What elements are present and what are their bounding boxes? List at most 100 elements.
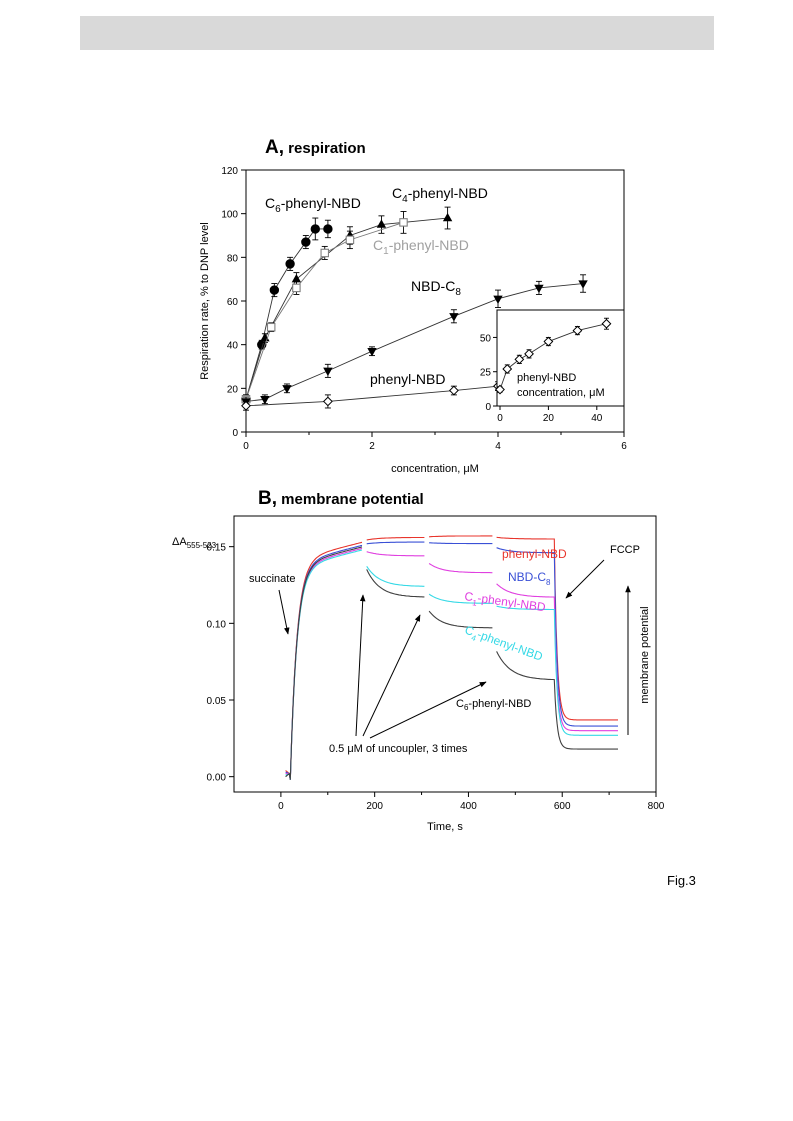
arrow-succinate [278, 589, 290, 635]
trace-C1-phenyl-NBD-seg4 [496, 583, 618, 732]
figure-label: Fig.3 [667, 873, 696, 888]
inset-data-point [495, 384, 505, 395]
data-point-phenyl-NBD [448, 385, 459, 396]
data-point-NBD-C8 [323, 367, 333, 377]
annotation-succinate: succinate [249, 573, 295, 585]
panel-b-letter: B, [258, 488, 277, 509]
data-point-C4-phenyl-NBD [291, 273, 302, 283]
trace-C6-phenyl-NBD-seg2 [366, 569, 425, 598]
trace-label-phenyl-nbd: phenyl-NBD [502, 547, 567, 561]
y-tick-label: 0.00 [207, 773, 227, 784]
y-tick-label: 80 [227, 253, 239, 264]
series-label-phenyl: phenyl-NBD [370, 371, 445, 387]
panel-b-title-text: membrane potential [281, 491, 424, 508]
header-bar [80, 16, 714, 50]
x-tick-label: 200 [366, 801, 383, 812]
trace-label-c4: C4-phenyl-NBD [462, 623, 545, 667]
panel-a-letter: A, [265, 137, 284, 158]
x-tick-label: 4 [495, 441, 501, 452]
panel-a-title-text: respiration [288, 140, 366, 157]
y-tick-label: 60 [227, 297, 239, 308]
data-point-NBD-C8 [260, 396, 270, 405]
data-point-C1-phenyl-NBD [399, 218, 408, 227]
data-point-NBD-C8 [449, 313, 459, 322]
inset-y-tick-label: 0 [485, 402, 491, 413]
trace-C6-phenyl-NBD-seg1 [285, 546, 363, 780]
series-line-C1-phenyl-NBD [245, 221, 404, 400]
series-line-phenyl-NBD [245, 385, 499, 407]
trace-NBD-C8-seg2 [366, 541, 425, 545]
x-tick-label: 400 [460, 801, 477, 812]
annotation-membrane-potential: membrane potential [639, 606, 651, 703]
trace-phenyl-NBD-seg2 [366, 536, 425, 541]
data-point-C6-phenyl-NBD [301, 237, 311, 247]
x-tick-label: 0 [243, 441, 249, 452]
y-tick-label: 100 [221, 210, 238, 221]
x-axis-label: concentration, μM [391, 463, 479, 475]
y-tick-label: 0 [232, 428, 238, 439]
x-tick-label: 0 [278, 801, 284, 812]
inset-y-tick-label: 25 [480, 368, 492, 379]
trace-NBD-C8-seg4 [496, 547, 618, 727]
data-point-NBD-C8 [282, 385, 292, 394]
inset-x-tick-label: 40 [591, 413, 603, 424]
arrow-uncoupler-1 [355, 594, 366, 737]
data-point-phenyl-NBD [241, 400, 251, 411]
trace-C4-phenyl-NBD-seg2 [366, 565, 425, 587]
data-point-C4-phenyl-NBD [376, 219, 387, 228]
panel-b-title: B, membrane potential [258, 488, 424, 510]
y-tick-label: 0.05 [207, 696, 227, 707]
data-point-C1-phenyl-NBD [266, 322, 276, 332]
x-tick-label: 6 [621, 441, 627, 452]
inset-data-point [572, 325, 583, 336]
x-tick-label: 600 [554, 801, 571, 812]
inset-data-point [524, 348, 534, 359]
data-point-NBD-C8 [534, 284, 544, 294]
trace-label-c1: C1-phenyl-NBD [463, 589, 547, 617]
trace-C1-phenyl-NBD-seg3 [428, 563, 493, 574]
data-point-C6-phenyl-NBD [269, 285, 280, 295]
x-tick-label: 800 [648, 801, 665, 812]
x-axis-label: Time, s [427, 821, 463, 833]
trace-C4-phenyl-NBD-seg3 [428, 593, 493, 604]
trace-C4-phenyl-NBD-seg4 [496, 605, 618, 736]
inset-y-tick-label: 50 [480, 333, 492, 344]
y-tick-label: 0.15 [207, 543, 227, 554]
series-line-C4-phenyl-NBD [245, 217, 448, 400]
inset-data-point [514, 354, 525, 365]
y-tick-label: 20 [227, 384, 239, 395]
panel-a-title: A, respiration [265, 137, 366, 159]
data-point-C1-phenyl-NBD [320, 248, 329, 258]
annotation-fccp: FCCP [610, 544, 640, 556]
trace-label-nbd-c8: NBD-C8 [508, 570, 551, 587]
annotation-uncoupler: 0.5 μM of uncoupler, 3 times [329, 743, 468, 755]
series-label-c4: C4-phenyl-NBD [392, 185, 488, 205]
data-point-C4-phenyl-NBD [442, 212, 453, 222]
data-point-NBD-C8 [367, 348, 377, 357]
y-tick-label: 0.10 [207, 619, 227, 630]
series-label-c6: C6-phenyl-NBD [265, 195, 361, 215]
membrane-potential-chart: 0 200 400 600 800 0.00 0.05 0.10 0.15 Time, s ΔA55… [172, 515, 665, 833]
data-point-C6-phenyl-NBD [310, 224, 320, 234]
inset-label-line2: concentration, μM [517, 387, 605, 399]
data-point-C6-phenyl-NBD [323, 224, 333, 234]
inset-label-line1: phenyl-NBD [517, 372, 576, 384]
trace-C1-phenyl-NBD-seg2 [366, 551, 425, 557]
series-label-nbd-c8: NBD-C8 [411, 278, 461, 298]
data-point-C1-phenyl-NBD [345, 235, 355, 245]
y-axis-label: Respiration rate, % to DNP level [199, 222, 211, 380]
y-axis-label: ΔA555-523 [172, 536, 217, 550]
trace-C6-phenyl-NBD-seg4 [496, 651, 618, 750]
trace-phenyl-NBD-seg4 [496, 536, 618, 721]
trace-label-c6: C6-phenyl-NBD [456, 698, 531, 712]
data-point-C1-phenyl-NBD [292, 283, 301, 293]
x-tick-label: 2 [369, 441, 375, 452]
trace-phenyl-NBD-seg3 [429, 535, 493, 538]
inset-x-tick-label: 20 [543, 413, 555, 424]
trace-NBD-C8-seg3 [429, 542, 493, 545]
inset-x-tick-label: 0 [497, 413, 503, 424]
data-point-NBD-C8 [578, 280, 588, 289]
data-point-phenyl-NBD [322, 396, 333, 407]
y-tick-label: 40 [227, 341, 239, 352]
